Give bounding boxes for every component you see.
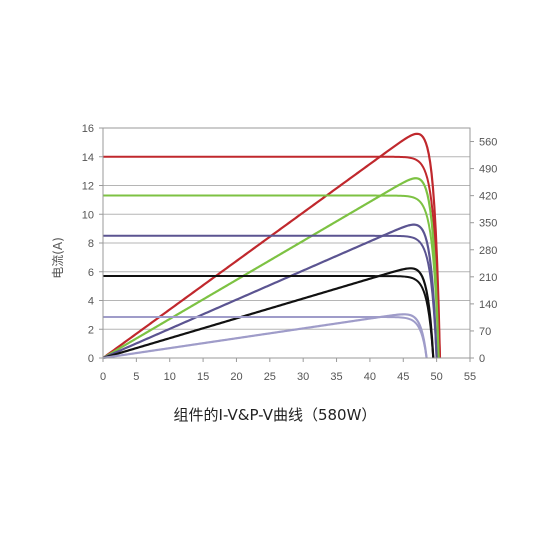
y-tick-label: 4 [88, 296, 94, 308]
y2-tick-label: 490 [479, 164, 497, 176]
y2-tick-label: 350 [479, 218, 497, 230]
x-tick-label: 30 [297, 371, 309, 383]
chart-caption: 组件的I-V&P-V曲线（580W） [173, 406, 377, 424]
x-tick-label: 50 [431, 371, 443, 383]
y2-tick-label: 0 [479, 353, 485, 365]
axes [99, 127, 474, 362]
iv-curve [103, 155, 441, 359]
pv-curve [102, 267, 435, 360]
y2-tick-label: 210 [479, 272, 497, 284]
y-tick-label: 2 [88, 324, 94, 336]
pv-curve [102, 132, 442, 359]
y-axis-label: 电流(A) [51, 237, 65, 279]
x-tick-label: 55 [464, 371, 476, 383]
x-tick-label: 15 [197, 371, 209, 383]
pv-curve [102, 223, 438, 360]
x-tick-label: 25 [264, 371, 276, 383]
y-tick-label: 10 [82, 209, 94, 221]
y-tick-label: 6 [88, 267, 94, 279]
x-tick-label: 40 [364, 371, 376, 383]
y2-tick-label: 70 [479, 326, 491, 338]
y-tick-label: 16 [82, 123, 94, 135]
iv-curve [103, 234, 438, 359]
x-tick-label: 35 [330, 371, 342, 383]
pv-curve [102, 177, 440, 359]
x-tick-label: 5 [133, 371, 139, 383]
y-tick-label: 8 [88, 238, 94, 250]
x-tick-label: 45 [397, 371, 409, 383]
y2-tick-label: 280 [479, 245, 497, 257]
y2-tick-label: 560 [479, 137, 497, 149]
y-tick-label: 14 [82, 152, 94, 164]
x-tick-label: 20 [230, 371, 242, 383]
y-tick-label: 0 [88, 353, 94, 365]
x-tick-label: 10 [164, 371, 176, 383]
y2-tick-label: 140 [479, 299, 497, 311]
tick-labels: 0 2 4 6 8 10 12 14 16 0 70 140 210 280 350 420 490 560 0 5 1… [82, 123, 498, 383]
pv-curve [102, 313, 428, 360]
x-tick-label: 0 [100, 371, 106, 383]
iv-pv-chart: 0 2 4 6 8 10 12 14 16 0 70 140 210 280 350 420 490 560 0 5 1… [51, 123, 498, 383]
y-tick-label: 12 [82, 181, 94, 193]
y2-tick-label: 420 [479, 191, 497, 203]
curves [102, 132, 442, 360]
